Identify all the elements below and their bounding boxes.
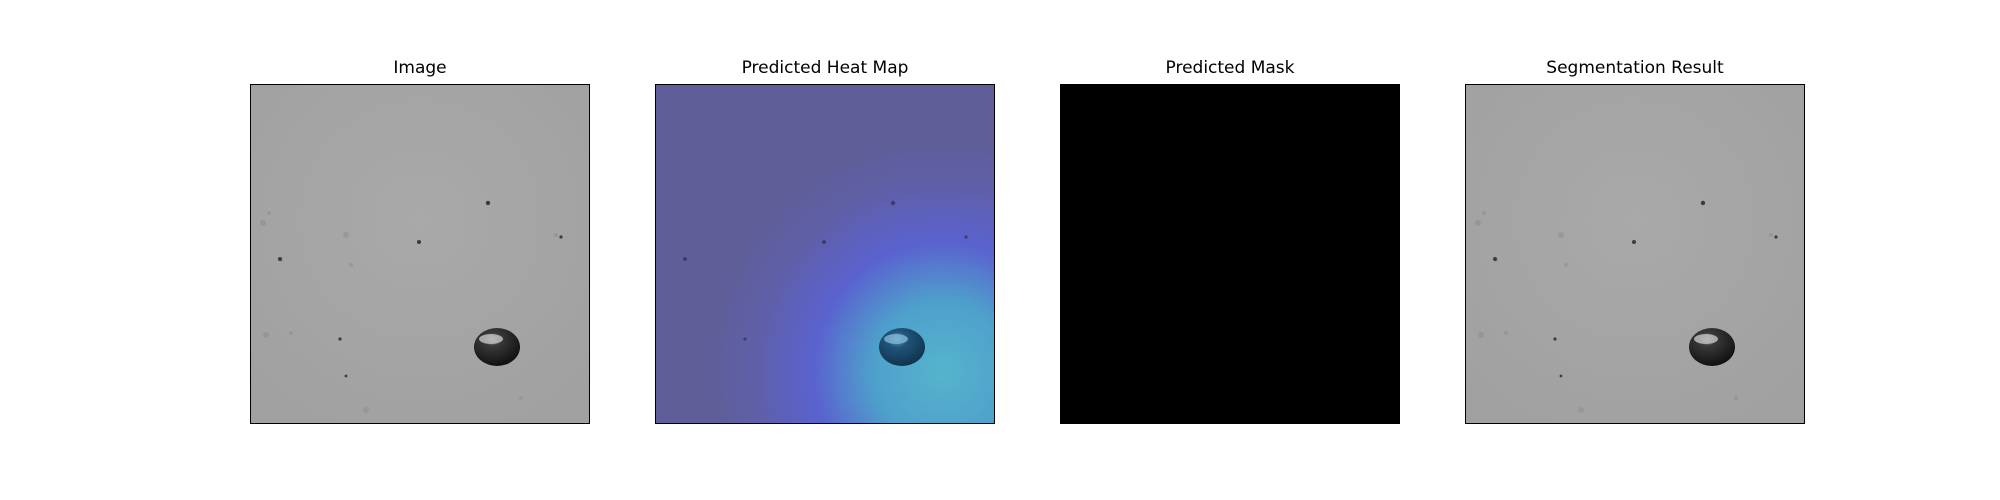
heat-map-image bbox=[656, 85, 994, 423]
mask-panel bbox=[1060, 84, 1400, 424]
panel-title-heat-map: Predicted Heat Map bbox=[741, 58, 909, 78]
segmentation-image bbox=[1466, 85, 1804, 423]
panel-title-segmentation: Segmentation Result bbox=[1546, 58, 1724, 78]
image-panel bbox=[250, 84, 590, 424]
panel-title-mask: Predicted Mask bbox=[1165, 58, 1295, 78]
mask-image bbox=[1061, 85, 1399, 423]
panel-title-image: Image bbox=[393, 58, 447, 78]
heat-map-panel bbox=[655, 84, 995, 424]
segmentation-panel bbox=[1465, 84, 1805, 424]
surface-image bbox=[251, 85, 589, 423]
